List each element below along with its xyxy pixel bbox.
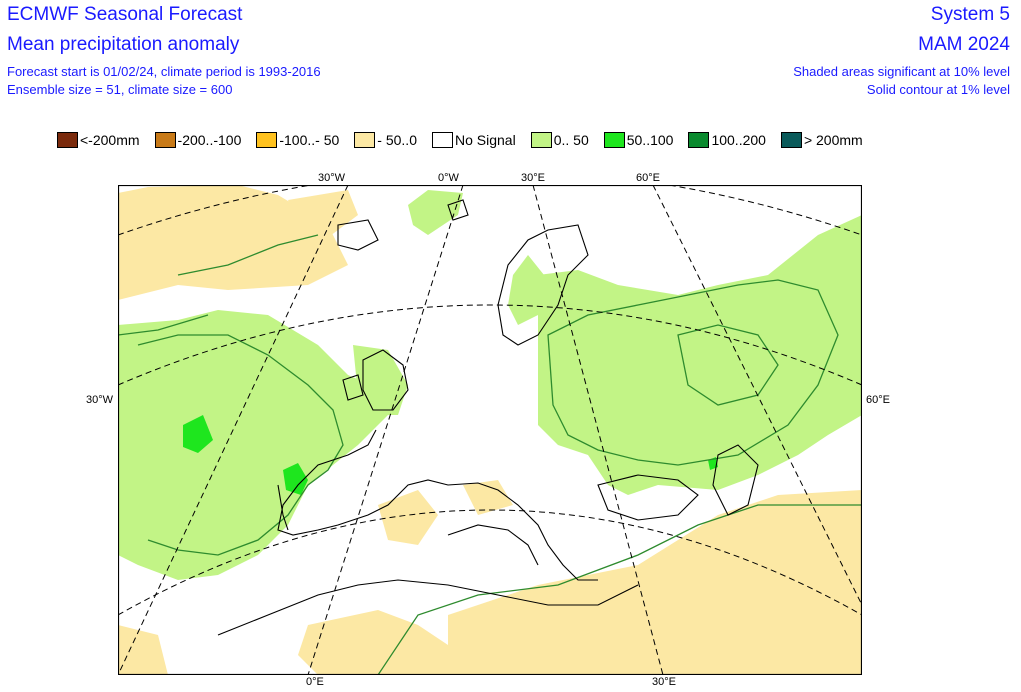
legend-label: > 200mm: [803, 132, 863, 148]
contour-atlantic: [137, 334, 344, 556]
tick-right-60e: 60°E: [866, 394, 890, 406]
meridian-60e: [652, 185, 862, 606]
significance-note: Shaded areas significant at 10% level: [793, 64, 1010, 79]
dry-area-northwest: [118, 185, 348, 300]
legend-item: 0.. 50: [530, 132, 604, 148]
legend-item: > 200mm: [780, 132, 878, 148]
dry-area-iberia-patch: [378, 490, 438, 545]
title: ECMWF Seasonal Forecast: [7, 4, 243, 25]
parallel-30n: [118, 509, 862, 616]
tick-left-30w: 30°W: [86, 394, 114, 406]
tick-top-30w: 30°W: [318, 172, 346, 184]
legend-item: - 50..0: [354, 132, 432, 148]
legend-swatch: [354, 132, 376, 148]
forecast-info: Forecast start is 01/02/24, climate peri…: [7, 64, 321, 79]
wet-area-atlantic: [118, 310, 388, 580]
legend-label: -200..-100: [177, 132, 242, 148]
legend-swatch: [256, 132, 278, 148]
legend-swatch: [603, 132, 625, 148]
legend-item: -100..- 50: [256, 132, 354, 148]
legend-item: <-200mm: [57, 132, 155, 148]
coast-caspian: [712, 444, 759, 516]
season-label: MAM 2024: [918, 34, 1010, 55]
legend-swatch: [780, 132, 802, 148]
contour-russia-inner: [677, 324, 779, 406]
tick-bottom-30e: 30°E: [652, 676, 676, 688]
legend-swatch: [154, 132, 176, 148]
dry-area-baltic: [463, 480, 513, 515]
wet-area-russia: [538, 215, 862, 495]
tick-bottom-0: 0°E: [306, 676, 324, 688]
coast-scandinavia: [497, 224, 589, 346]
system-label: System 5: [930, 4, 1010, 25]
coast-north-africa: [217, 579, 639, 636]
coast-mediterranean: [447, 524, 539, 566]
strong-wet-patch-iberia: [283, 463, 308, 495]
legend-item: 100..200: [688, 132, 781, 148]
ensemble-info: Ensemble size = 51, climate size = 600: [7, 82, 233, 97]
dry-anomaly-areas: [118, 185, 862, 675]
legend-item: -200..-100: [154, 132, 257, 148]
legend-swatch: [432, 132, 453, 148]
meridian-0: [307, 185, 464, 675]
coast-iceland: [337, 219, 379, 251]
meridian-30e: [532, 185, 664, 675]
legend-label: No Signal: [455, 132, 516, 148]
wet-anomaly-areas: [118, 190, 862, 580]
coast-black-sea: [597, 474, 699, 521]
legend-label: <-200mm: [80, 132, 140, 148]
legend-item: 50..100: [603, 132, 689, 148]
contour-russia-outer: [547, 279, 839, 466]
contour-note: Solid contour at 1% level: [866, 82, 1010, 97]
legend-item: No Signal: [432, 132, 531, 148]
coast-britain: [362, 349, 409, 411]
tick-top-0: 0°W: [438, 172, 459, 184]
dry-area-iceland-sea: [288, 190, 358, 245]
subtitle: Mean precipitation anomaly: [7, 34, 240, 55]
legend-label: - 50..0: [377, 132, 417, 148]
legend-label: -100..- 50: [279, 132, 340, 148]
parallel-70n: [118, 185, 862, 236]
dry-area-sahara-east: [448, 490, 862, 675]
contour-atlantic-north: [118, 314, 209, 336]
significance-contours: [118, 234, 862, 675]
tick-top-30e: 30°E: [521, 172, 545, 184]
legend-label: 50..100: [626, 132, 674, 148]
dry-area-southwest: [118, 625, 168, 675]
meridian-30w: [118, 185, 349, 675]
parallel-50n: [118, 304, 862, 386]
precipitation-anomaly-map: [118, 185, 862, 675]
contour-sahara: [377, 504, 862, 675]
coast-svalbard: [447, 199, 469, 221]
coast-europe-west: [277, 429, 598, 581]
map-frame: [118, 185, 862, 675]
color-legend: <-200mm -200..-100 -100..- 50 - 50..0 No Sig…: [57, 130, 878, 150]
legend-swatch: [530, 132, 552, 148]
wet-area-svalbard: [408, 190, 463, 235]
coastlines: [217, 199, 759, 636]
legend-label: 100..200: [711, 132, 766, 148]
legend-swatch: [57, 132, 78, 148]
graticule: [118, 185, 862, 675]
wet-area-scandinavia: [508, 255, 548, 325]
tick-top-60e: 60°E: [636, 172, 660, 184]
strong-wet-patch-atlantic: [183, 415, 213, 453]
contour-northwest: [177, 234, 319, 276]
legend-label: 0.. 50: [553, 132, 589, 148]
legend-swatch: [688, 132, 710, 148]
coast-ireland: [342, 374, 364, 401]
coast-iberia: [277, 484, 289, 531]
